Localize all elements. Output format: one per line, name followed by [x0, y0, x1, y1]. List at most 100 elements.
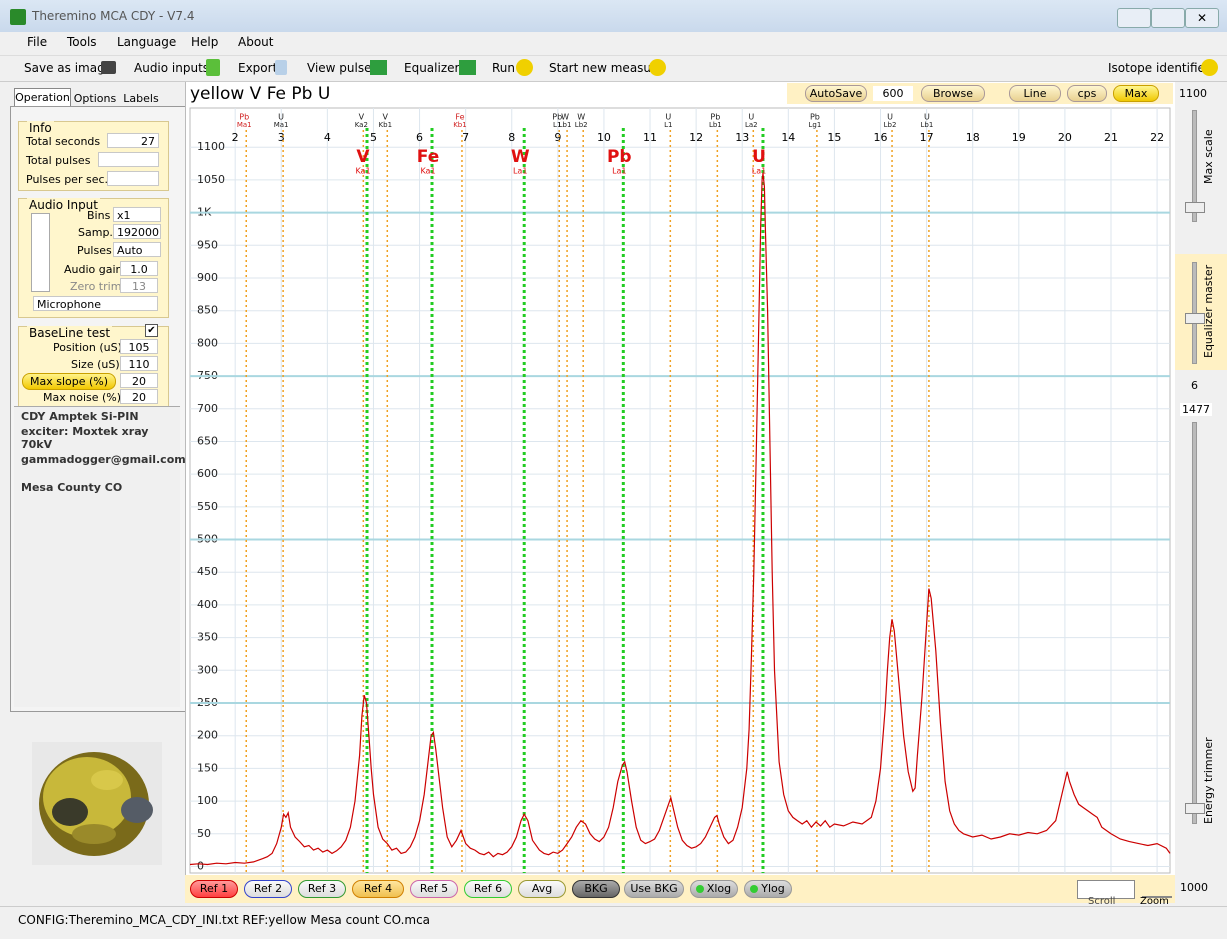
- y-tick-label: 350: [197, 631, 218, 644]
- sample-photo: [32, 742, 162, 865]
- y-tick-label: 900: [197, 271, 218, 284]
- maximize-button[interactable]: [1151, 8, 1185, 28]
- y-tick-label: 950: [197, 238, 218, 251]
- reference-line-name: La2: [745, 121, 758, 129]
- ylog-button[interactable]: Ylog: [744, 880, 792, 898]
- field-label: Max noise (%): [43, 391, 122, 404]
- close-button[interactable]: ✕: [1185, 8, 1219, 28]
- equalizer-icon: [459, 60, 476, 75]
- field-value[interactable]: 1.0: [120, 261, 158, 276]
- reference-element: U: [924, 113, 930, 122]
- field-value[interactable]: 20: [120, 373, 158, 388]
- field-value[interactable]: 13: [120, 278, 158, 293]
- zoom-slider[interactable]: [1142, 882, 1172, 898]
- max-button[interactable]: Max: [1113, 85, 1159, 102]
- reference-line-name: Lb2: [884, 121, 897, 129]
- avg-button[interactable]: Avg: [518, 880, 566, 898]
- chart-controls: AutoSave 600 Browse Line cps Max: [787, 83, 1173, 104]
- ref-button[interactable]: Ref 2: [244, 880, 292, 898]
- reference-element: U: [665, 113, 671, 122]
- y-tick-label: 850: [197, 304, 218, 317]
- x-tick-label: 4: [324, 131, 331, 144]
- ref-button[interactable]: Ref 1: [190, 880, 238, 898]
- device-dropdown[interactable]: Microphone: [33, 296, 158, 311]
- dropdown[interactable]: Auto: [113, 242, 161, 257]
- slider-thumb[interactable]: [1185, 313, 1205, 324]
- toolbar-button[interactable]: Export: [238, 61, 278, 75]
- y-tick-label: 650: [197, 434, 218, 447]
- field-label: Total seconds: [26, 135, 101, 148]
- xlog-button[interactable]: Xlog: [690, 880, 738, 898]
- checkbox[interactable]: ✔: [145, 324, 158, 337]
- autosave-value[interactable]: 600: [873, 86, 913, 101]
- x-tick-label: 17: [920, 131, 934, 144]
- y-tick-label: 300: [197, 663, 218, 676]
- reference-line-name: Kb1: [453, 121, 467, 129]
- chart-title: yellow V Fe Pb U: [190, 84, 330, 104]
- dropdown[interactable]: 192000: [113, 224, 161, 239]
- autosave-button[interactable]: AutoSave: [805, 85, 867, 102]
- dropdown[interactable]: x1: [113, 207, 161, 222]
- toolbar-button[interactable]: Isotope identifier: [1108, 61, 1210, 75]
- field-value[interactable]: 20: [120, 389, 158, 404]
- use-bkg-button[interactable]: Use BKG: [624, 880, 684, 898]
- browse-button[interactable]: Browse: [921, 85, 985, 102]
- reference-element: W: [561, 113, 569, 122]
- toolbar-button[interactable]: Equalizers: [404, 61, 466, 75]
- slider-thumb[interactable]: [1185, 202, 1205, 213]
- y-tick-label: 1100: [197, 140, 225, 153]
- x-tick-label: 18: [966, 131, 980, 144]
- menu-item[interactable]: Tools: [67, 35, 97, 49]
- slider-value: 1477: [1180, 403, 1212, 416]
- field-label: Size (uS): [71, 358, 120, 371]
- slider-thumb[interactable]: [1185, 803, 1205, 814]
- note-line: exciter: Moxtek xray 70kV: [21, 425, 149, 451]
- y-tick-label: 100: [197, 794, 218, 807]
- tab[interactable]: Options: [73, 92, 117, 105]
- x-tick-label: 6: [416, 131, 423, 144]
- field-value[interactable]: 110: [120, 356, 158, 371]
- ref-button[interactable]: Ref 4: [352, 880, 404, 898]
- x-tick-label: 9: [554, 131, 561, 144]
- menu-item[interactable]: Language: [117, 35, 177, 49]
- tab[interactable]: Labels: [123, 92, 159, 105]
- scrollbar[interactable]: [1077, 880, 1135, 899]
- identified-element: Fe: [417, 147, 439, 167]
- tab[interactable]: Operation: [14, 88, 71, 107]
- x-tick-label: 19: [1012, 131, 1026, 144]
- reference-element: Fe: [455, 113, 464, 122]
- line-button[interactable]: Line: [1009, 85, 1061, 102]
- toolbar-button[interactable]: Audio inputs: [134, 61, 210, 75]
- radiation-icon: [649, 59, 666, 76]
- ref-button[interactable]: Ref 5: [410, 880, 458, 898]
- ref-button[interactable]: Ref 6: [464, 880, 512, 898]
- toolbar-button[interactable]: Save as image: [24, 61, 113, 75]
- group-title: Audio Input: [27, 198, 100, 212]
- field-value[interactable]: 105: [120, 339, 158, 354]
- field-value[interactable]: 27: [107, 133, 159, 148]
- level-meter: [31, 213, 50, 292]
- toolbar-button[interactable]: Run: [492, 61, 516, 75]
- bkg-button[interactable]: BKG: [572, 880, 620, 898]
- cps-button[interactable]: cps: [1067, 85, 1107, 102]
- spectrum-line: [189, 173, 1171, 866]
- x-tick-label: 7: [462, 131, 469, 144]
- reference-element: Pb: [239, 113, 249, 122]
- toolbar-button[interactable]: View pulses: [307, 61, 378, 75]
- scroll-label: Scroll: [1088, 896, 1116, 907]
- minimize-button[interactable]: [1117, 8, 1151, 28]
- toggle-button[interactable]: Max slope (%): [22, 373, 116, 390]
- identified-line-name: La1: [612, 167, 626, 176]
- menu-item[interactable]: File: [27, 35, 48, 49]
- field-label: Bins: [87, 209, 111, 222]
- menu-item[interactable]: Help: [191, 35, 219, 49]
- menu-item[interactable]: About: [238, 35, 274, 49]
- ref-button[interactable]: Ref 3: [298, 880, 346, 898]
- note-line: CDY Amptek Si-PIN: [21, 410, 139, 423]
- arrow-icon: [206, 59, 220, 76]
- x-tick-label: 11: [643, 131, 657, 144]
- toolbar-button[interactable]: Start new measure: [549, 61, 664, 75]
- y-tick-label: 600: [197, 467, 218, 480]
- identified-line-name: La1: [513, 167, 527, 176]
- y-tick-label: 800: [197, 336, 218, 349]
